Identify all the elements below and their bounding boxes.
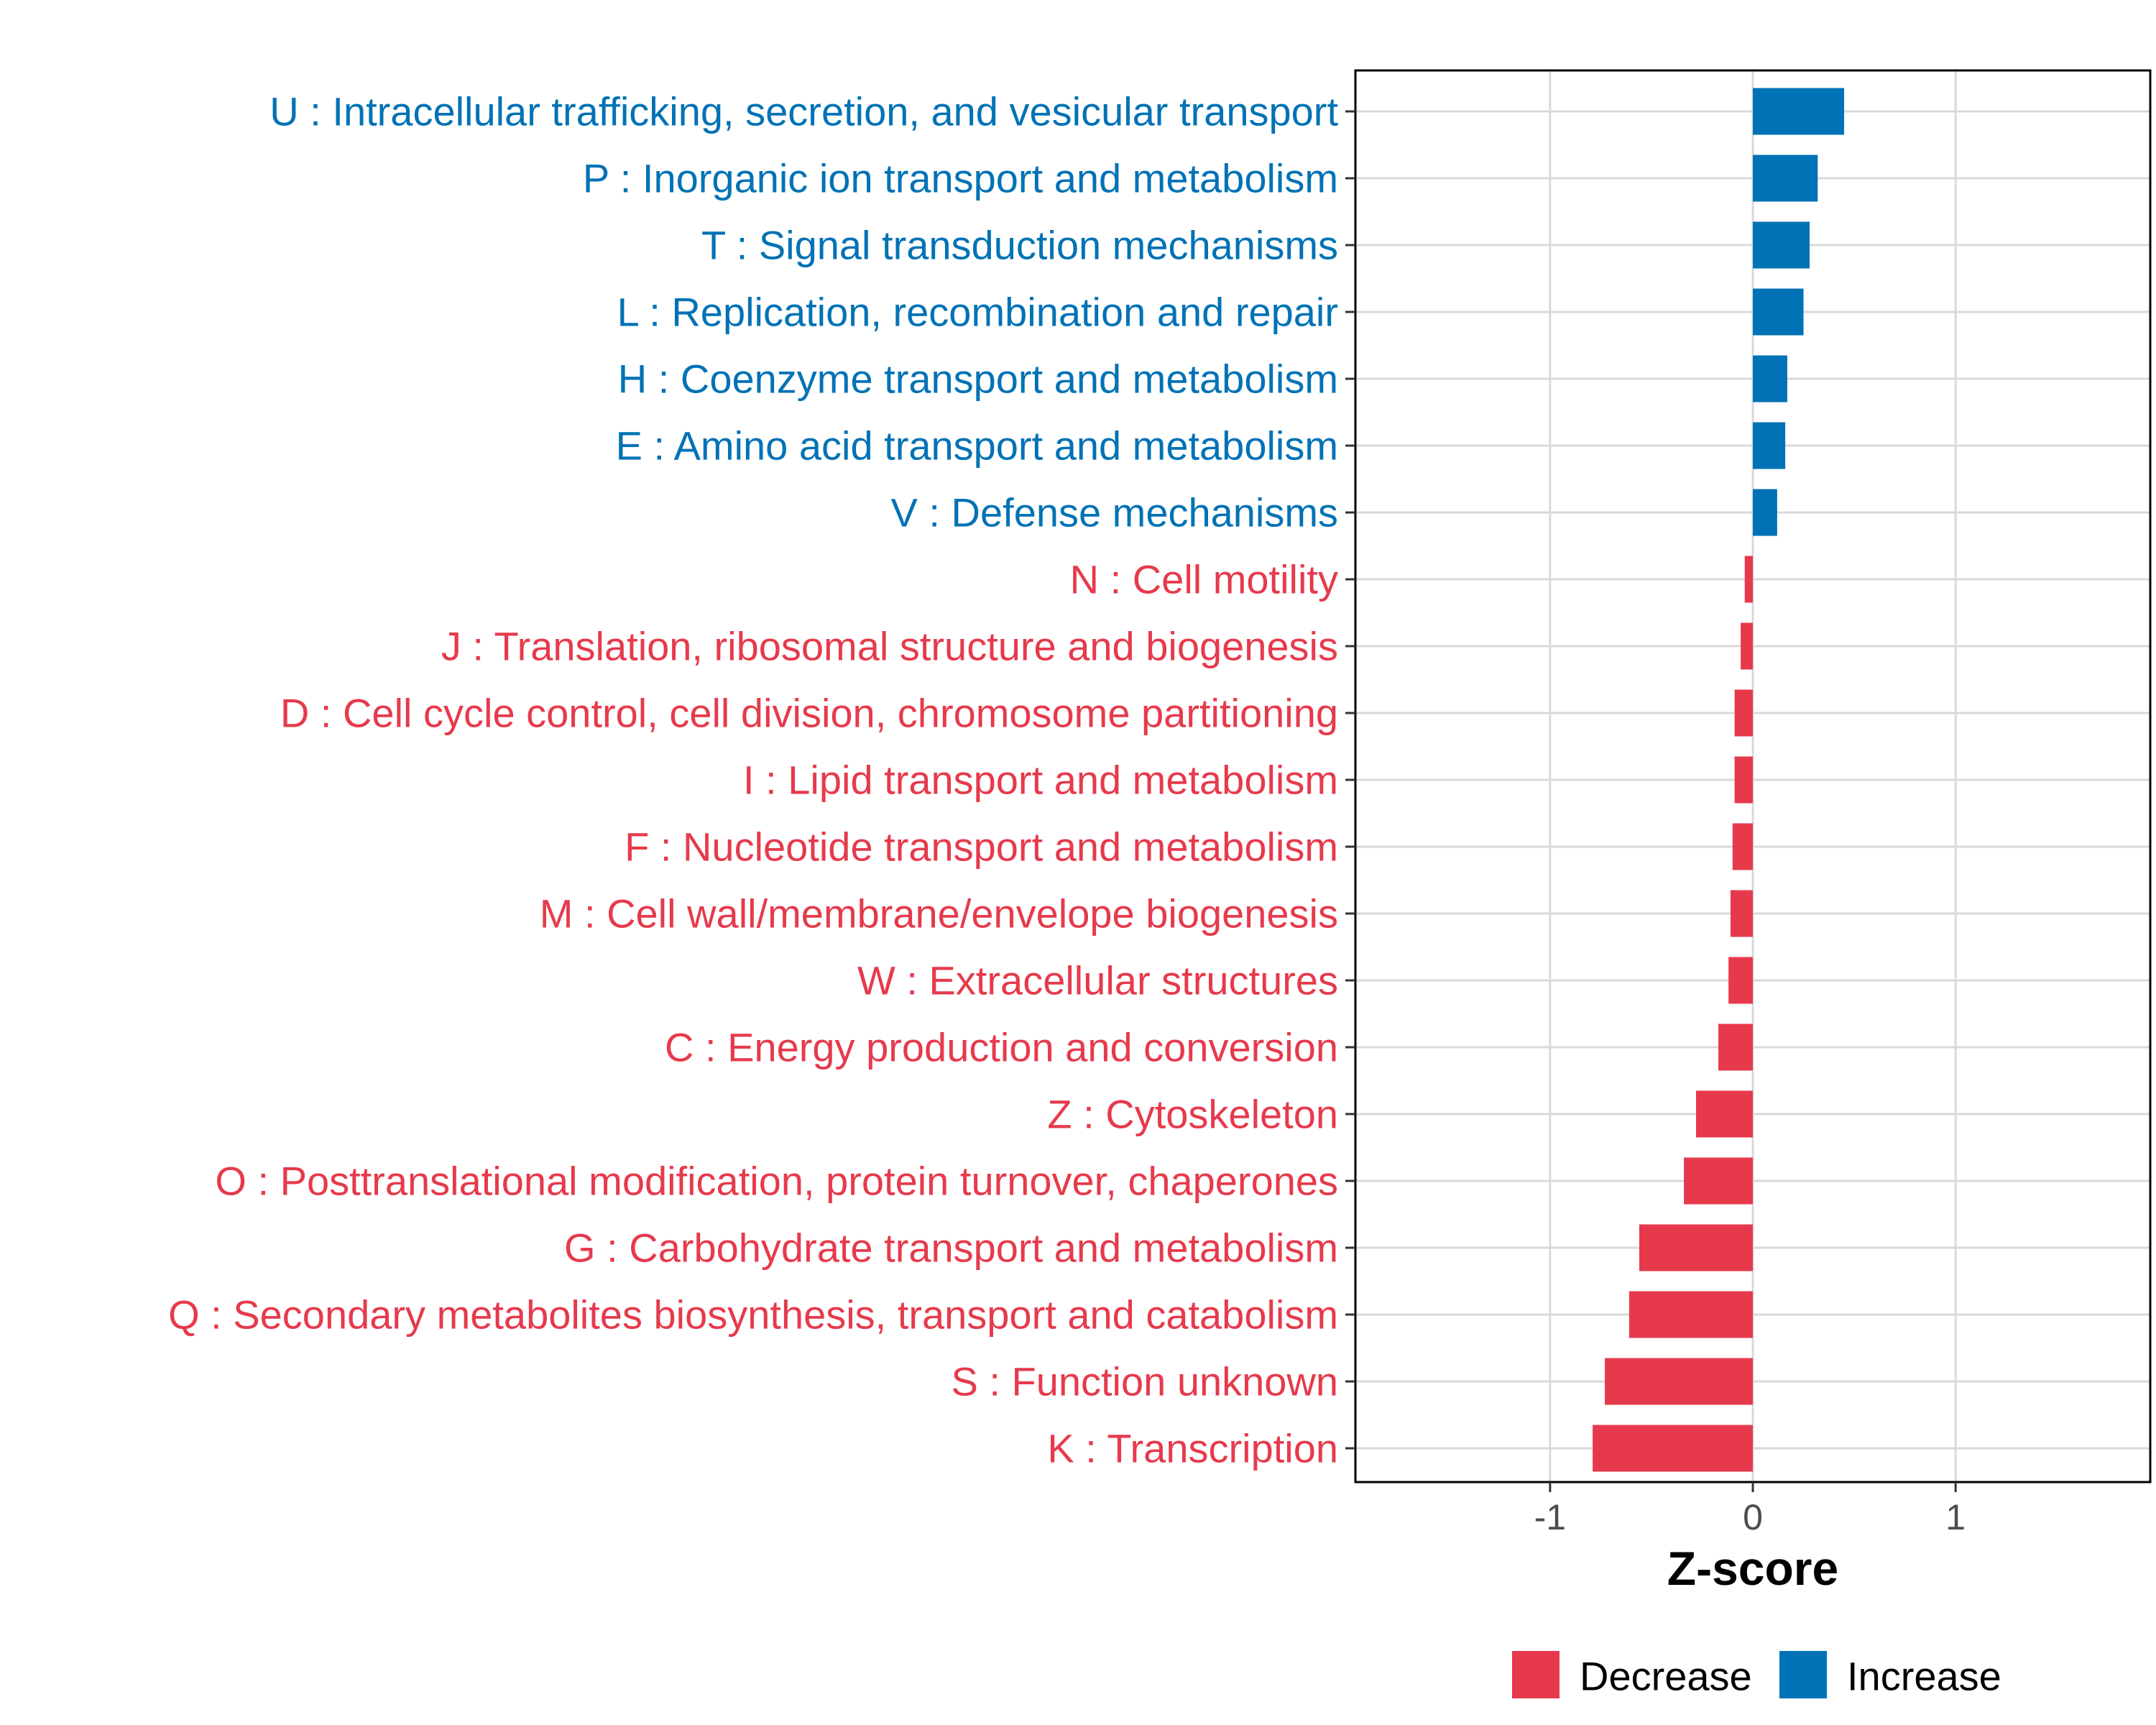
category-label: I : Lipid transport and metabolism	[743, 758, 1338, 803]
category-label: V : Defense mechanisms	[891, 490, 1338, 535]
category-label: J : Translation, ribosomal structure and…	[441, 624, 1338, 669]
y-axis-category-labels: U : Intracellular trafficking, secretion…	[168, 89, 1338, 1471]
category-label: N : Cell motility	[1070, 557, 1338, 602]
category-label: H : Coenzyme transport and metabolism	[618, 356, 1338, 402]
category-label: T : Signal transduction mechanisms	[701, 223, 1338, 268]
y-axis-ticks	[1345, 110, 1355, 1450]
bar	[1753, 88, 1844, 135]
bar	[1696, 1090, 1753, 1138]
bar	[1753, 155, 1818, 202]
category-label: Z : Cytoskeleton	[1047, 1092, 1338, 1137]
legend-swatch	[1512, 1651, 1560, 1698]
bar	[1734, 756, 1753, 804]
category-label: D : Cell cycle control, cell division, c…	[280, 691, 1338, 736]
category-label: M : Cell wall/membrane/envelope biogenes…	[540, 891, 1338, 937]
bar	[1753, 422, 1786, 469]
category-label: O : Posttranslational modification, prot…	[215, 1159, 1338, 1204]
bar	[1684, 1157, 1753, 1205]
bar	[1753, 288, 1804, 336]
bar	[1593, 1425, 1753, 1472]
category-label: L : Replication, recombination and repai…	[617, 290, 1338, 335]
category-label: S : Function unknown	[951, 1359, 1338, 1404]
bar	[1741, 622, 1753, 670]
category-label: P : Inorganic ion transport and metaboli…	[583, 156, 1338, 201]
category-label: K : Transcription	[1047, 1426, 1338, 1471]
x-axis-ticks: -1 0 1	[1534, 1482, 1966, 1537]
bar	[1639, 1224, 1753, 1271]
bar	[1753, 221, 1810, 269]
legend-label: Decrease	[1580, 1654, 1752, 1699]
category-label: E : Amino acid transport and metabolism	[616, 423, 1338, 469]
category-label: U : Intracellular trafficking, secretion…	[270, 89, 1338, 134]
category-label: F : Nucleotide transport and metabolism	[625, 824, 1338, 870]
category-label: W : Extracellular structures	[857, 958, 1338, 1003]
category-label: G : Carbohydrate transport and metabolis…	[564, 1225, 1338, 1271]
x-tick-label: 0	[1743, 1497, 1763, 1537]
x-axis-title: Z-score	[1667, 1542, 1838, 1595]
bar	[1718, 1024, 1753, 1071]
bar	[1728, 957, 1753, 1004]
x-tick-label: 1	[1945, 1497, 1966, 1537]
bar	[1744, 556, 1753, 603]
category-label: C : Energy production and conversion	[665, 1025, 1338, 1070]
legend-swatch	[1779, 1651, 1827, 1698]
bar	[1753, 355, 1787, 402]
bar	[1628, 1291, 1753, 1338]
x-tick-label: -1	[1534, 1497, 1566, 1537]
bars	[1593, 88, 1844, 1472]
bar	[1734, 689, 1753, 737]
legend: Decrease Increase	[1512, 1651, 2001, 1699]
bar	[1730, 890, 1753, 937]
category-label: Q : Secondary metabolites biosynthesis, …	[168, 1292, 1338, 1338]
legend-label: Increase	[1847, 1654, 2001, 1699]
bar	[1605, 1358, 1753, 1405]
bar	[1732, 823, 1753, 870]
bar	[1753, 489, 1777, 536]
